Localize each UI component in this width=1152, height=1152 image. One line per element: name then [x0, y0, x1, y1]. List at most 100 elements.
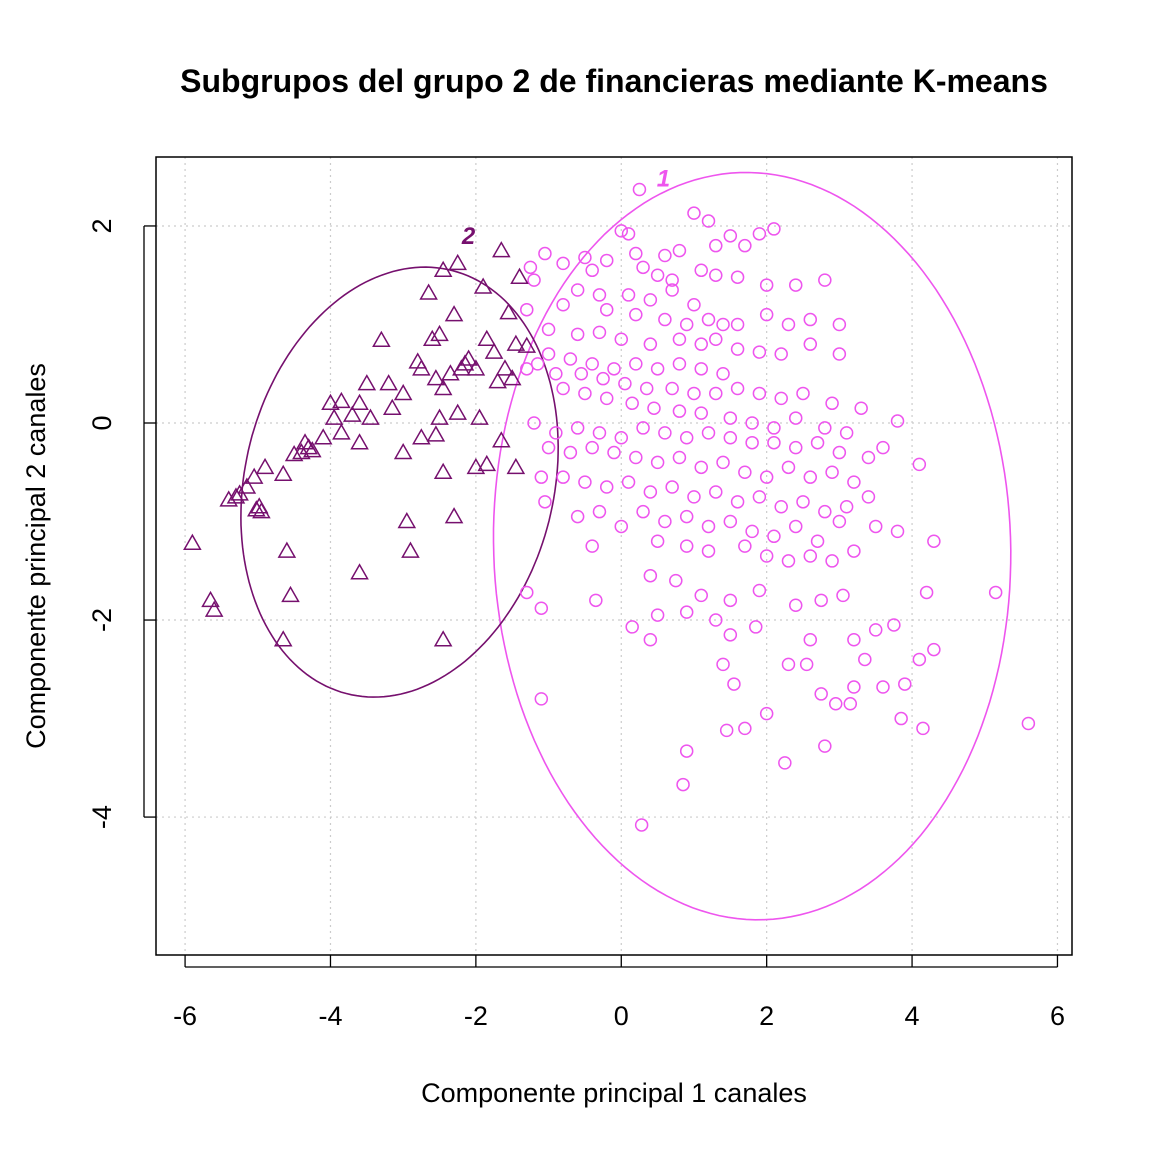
cluster-1-point	[868, 519, 883, 534]
cluster-1-point	[621, 288, 636, 302]
cluster-1-ellipse	[492, 171, 1012, 921]
x-axis-label: Componente principal 1 canales	[421, 1078, 807, 1108]
cluster-1-point	[599, 253, 614, 268]
cluster-1-point	[767, 435, 781, 450]
cluster-1-point	[716, 366, 730, 381]
cluster-1-point	[574, 366, 589, 381]
cluster-1-point	[701, 312, 716, 327]
cluster-2-point	[444, 507, 464, 524]
cluster-1-point	[643, 632, 658, 647]
cluster-1-point	[585, 263, 599, 278]
cluster-1-point	[694, 337, 708, 351]
cluster-1-point	[679, 431, 694, 445]
cluster-1-point	[534, 470, 549, 484]
cluster-1-point	[687, 206, 701, 220]
cluster-1-point	[614, 519, 629, 534]
cluster-1-point	[730, 381, 745, 396]
cluster-1-point	[629, 307, 643, 322]
cluster-1-point	[759, 307, 774, 322]
cluster-2-point	[281, 585, 300, 603]
cluster-2-point	[426, 425, 446, 442]
cluster-1-point	[832, 317, 847, 332]
cluster-1-point	[796, 495, 810, 509]
cluster-2-point	[470, 408, 489, 425]
cluster-2-point	[277, 541, 297, 558]
cluster-1-point	[916, 721, 930, 736]
cluster-1-point	[818, 739, 832, 753]
cluster-1-point	[556, 256, 570, 271]
cluster-1-point	[716, 455, 730, 470]
cluster-2-ellipse	[240, 266, 560, 698]
cluster-2-point	[350, 433, 369, 450]
cluster-1-point	[592, 325, 607, 340]
cluster-2-point	[506, 457, 526, 475]
cluster-1-point	[672, 332, 687, 347]
cluster-1-point	[643, 293, 658, 307]
y-tick-label: 0	[87, 415, 117, 430]
x-tick-label: 6	[1050, 1001, 1065, 1031]
cluster-1-point	[570, 509, 585, 524]
cluster-1-point	[774, 391, 788, 406]
cluster-1-point	[738, 465, 752, 480]
cluster-1-point	[832, 347, 847, 361]
cluster-1-point	[781, 460, 796, 475]
cluster-2-point	[273, 630, 293, 647]
cluster-1-point	[643, 485, 658, 499]
cluster-1-point	[894, 711, 908, 726]
cluster-1-point	[843, 697, 858, 711]
cluster-2-point	[495, 359, 515, 376]
cluster-2-point	[452, 359, 471, 376]
cluster-2-point	[433, 260, 453, 278]
cluster-1-point	[861, 490, 876, 504]
cluster-1-point	[665, 381, 679, 396]
cluster-1-point	[730, 342, 745, 356]
cluster-1-point	[679, 744, 694, 758]
cluster-1-point	[847, 632, 861, 647]
plot-frame	[155, 156, 1073, 956]
cluster-1-point	[828, 697, 843, 711]
cluster-2-point	[393, 443, 413, 460]
y-axis-label: Componente principal 2 canales	[21, 363, 51, 749]
cluster-2-point	[517, 336, 537, 353]
cluster-2-point	[477, 329, 497, 347]
data-points	[183, 182, 1036, 832]
cluster-2-point	[477, 454, 497, 472]
cluster-1-point	[912, 457, 927, 472]
cluster-1-point	[919, 585, 934, 600]
x-tick-label: -4	[318, 1001, 342, 1031]
cluster-1-point	[658, 514, 672, 529]
cluster-1-point	[759, 706, 774, 721]
cluster-1-point	[796, 386, 810, 401]
cluster-1-point	[621, 475, 636, 489]
cluster-2-point	[361, 408, 380, 425]
cluster-1-point	[890, 524, 905, 539]
cluster-1-point	[658, 312, 672, 327]
cluster-1-point	[927, 534, 941, 548]
cluster-1-point	[563, 445, 578, 460]
cluster-1-point	[759, 278, 774, 292]
cluster-1-point	[672, 357, 687, 371]
cluster-1-point	[679, 539, 694, 553]
cluster-1-point	[876, 680, 890, 694]
cluster-1-point	[767, 222, 781, 236]
cluster-1-point	[836, 588, 850, 603]
cluster-1-point	[752, 490, 767, 504]
cluster-1-point	[694, 362, 708, 376]
cluster-1-point	[709, 613, 723, 627]
cluster-1-point	[599, 480, 614, 494]
cluster-1-point	[538, 246, 552, 261]
cluster-1-point	[592, 504, 607, 519]
cluster-1-point	[749, 620, 763, 634]
cluster-2-point	[441, 364, 460, 381]
cluster-1-point	[650, 534, 665, 548]
cluster-1-point	[650, 362, 665, 376]
cluster-1-point	[614, 431, 629, 445]
cluster-1-point	[687, 386, 701, 401]
cluster-1-point	[701, 214, 716, 228]
cluster-1-point	[650, 608, 665, 622]
cluster-1-point	[730, 495, 745, 509]
cluster-2-point	[350, 393, 369, 411]
cluster-1-point	[578, 475, 592, 489]
cluster-1-point	[527, 273, 541, 287]
cluster-2-point	[244, 467, 264, 484]
